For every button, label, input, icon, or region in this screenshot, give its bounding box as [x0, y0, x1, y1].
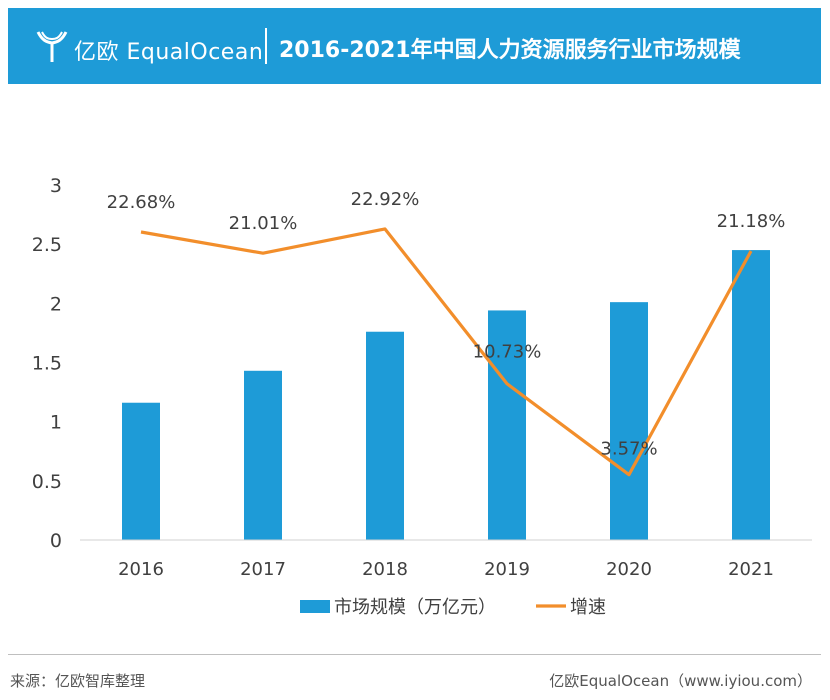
source-note: 来源：亿欧智库整理 — [10, 672, 146, 690]
growth-data-label: 22.92% — [351, 189, 420, 210]
growth-data-label: 22.68% — [107, 192, 176, 213]
bar-2019 — [488, 310, 526, 540]
page-title: 2016-2021年中国人力资源服务行业市场规模 — [279, 38, 741, 63]
credit-note: 亿欧EqualOcean（www.iyiou.com） — [549, 672, 812, 690]
growth-line — [140, 227, 753, 477]
bar-2016 — [122, 402, 160, 540]
x-tick-label: 2016 — [118, 559, 164, 580]
equalocean-logo-icon — [36, 31, 68, 62]
header-banner: 亿欧 EqualOcean 2016-2021年中国人力资源服务行业市场规模 — [8, 8, 821, 84]
logo-text: 亿欧 EqualOcean — [74, 40, 264, 65]
growth-data-label: 21.18% — [717, 211, 786, 232]
x-tick-label: 2020 — [606, 559, 652, 580]
x-tick-label: 2021 — [728, 559, 774, 580]
header-divider — [265, 28, 267, 64]
legend-bar-swatch — [300, 600, 330, 613]
bar-2021 — [732, 250, 770, 541]
legend-bar-label: 市场规模（万亿元） — [334, 597, 496, 618]
x-tick-label: 2017 — [240, 559, 286, 580]
y-tick-label: 1 — [50, 412, 62, 434]
y-tick-label: 0.5 — [32, 471, 62, 493]
x-tick-label: 2019 — [484, 559, 530, 580]
growth-data-label: 3.57% — [600, 439, 657, 460]
y-tick-label: 0 — [50, 530, 62, 552]
growth-data-label: 21.01% — [229, 213, 298, 234]
bar-2018 — [366, 331, 404, 540]
y-tick-label: 2.5 — [32, 234, 62, 256]
y-tick-label: 1.5 — [32, 353, 62, 375]
legend-line-label: 增速 — [570, 597, 606, 618]
y-tick-label: 3 — [50, 175, 62, 197]
y-tick-label: 2 — [50, 293, 62, 315]
footer-divider — [8, 654, 821, 655]
x-tick-label: 2018 — [362, 559, 408, 580]
growth-data-label: 10.73% — [473, 342, 542, 363]
bar-2017 — [244, 370, 282, 540]
bar-2020 — [610, 302, 648, 540]
